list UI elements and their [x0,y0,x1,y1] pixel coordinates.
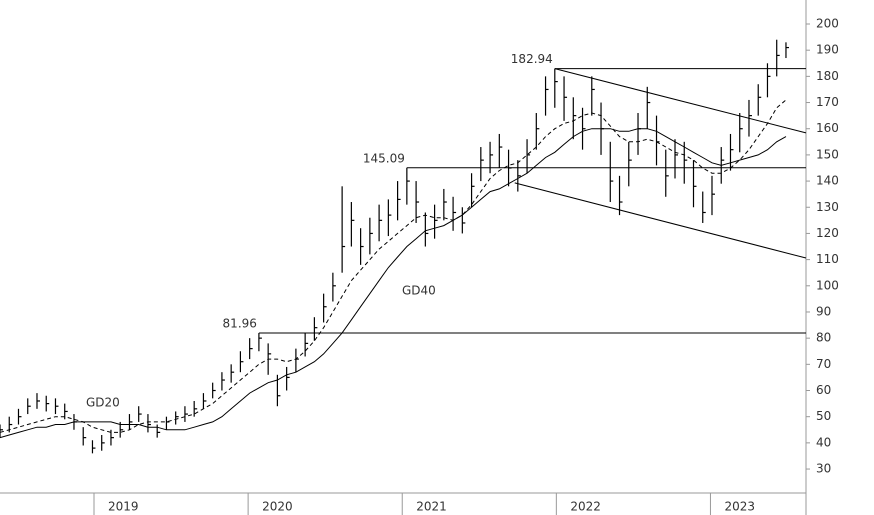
y-tick-label: 30 [816,462,831,476]
y-tick-label: 140 [816,174,839,188]
x-tick-label: 2019 [108,500,139,514]
trend-line [554,68,807,134]
y-tick-label: 160 [816,121,839,135]
y-tick-label: 70 [816,357,831,371]
x-tick-label: 2020 [262,500,293,514]
y-tick-label: 130 [816,200,839,214]
y-tick-label: 40 [816,435,831,449]
y-tick-label: 170 [816,95,839,109]
level-label: 145.09 [363,151,405,165]
moving-average-label: GD40 [402,284,436,298]
moving-average-line [0,128,787,439]
level-label: 81.96 [223,317,257,331]
trend-line [514,182,807,259]
y-tick-label: 150 [816,147,839,161]
x-tick-label: 2022 [570,500,601,514]
x-tick-label: 2023 [724,500,755,514]
x-tick-label: 2021 [416,500,447,514]
y-tick-label: 100 [816,278,839,292]
level-label: 182.94 [511,52,553,66]
y-tick-label: 200 [816,17,839,31]
y-tick-label: 90 [816,304,831,318]
moving-average-line [0,99,787,433]
y-tick-label: 180 [816,69,839,83]
y-tick-label: 190 [816,43,839,57]
y-tick-label: 80 [816,331,831,345]
y-tick-label: 110 [816,252,839,266]
y-tick-label: 120 [816,226,839,240]
moving-average-label: GD20 [86,396,120,410]
y-tick-label: 50 [816,409,831,423]
y-tick-label: 60 [816,383,831,397]
